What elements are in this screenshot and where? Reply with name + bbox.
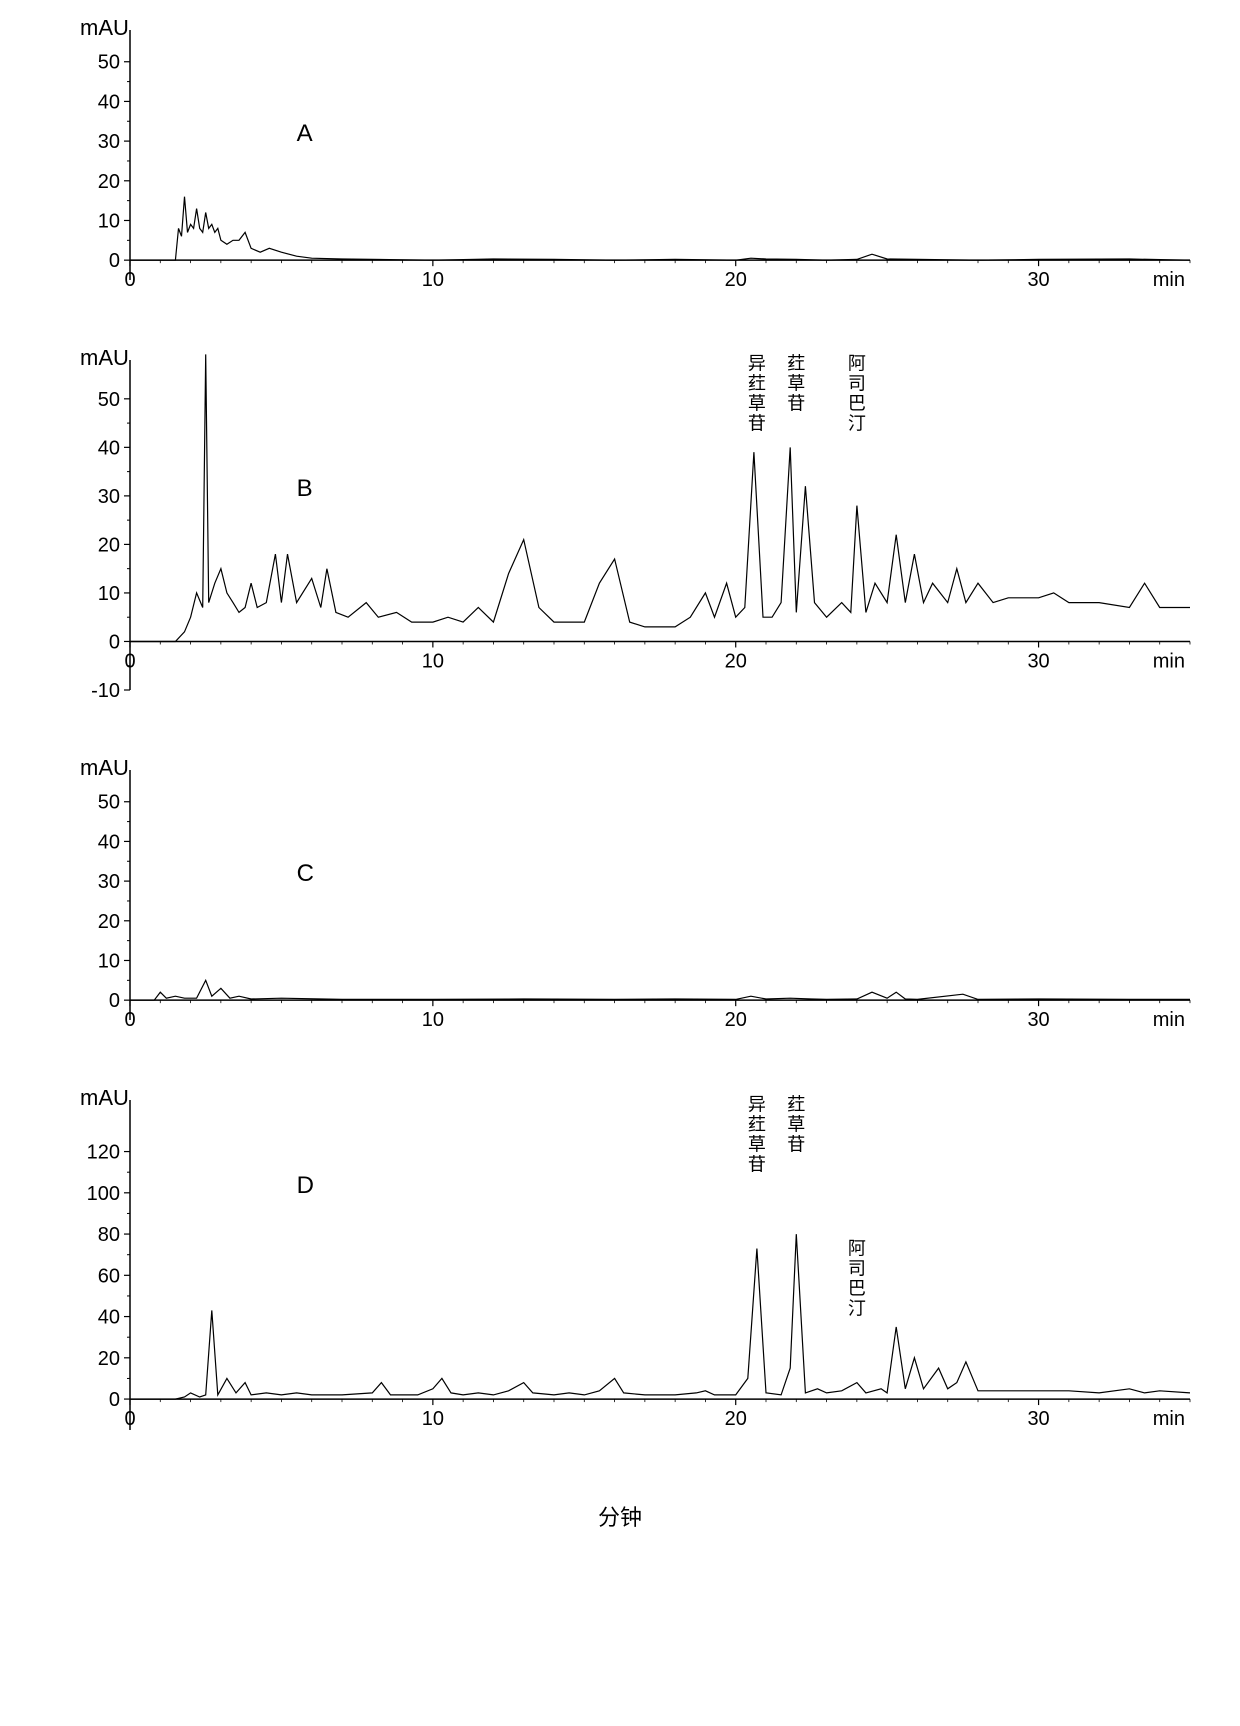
- svg-text:min: min: [1153, 269, 1185, 291]
- svg-text:120: 120: [87, 1142, 120, 1164]
- chart-panel-C: mAU 0 10 20 30 40 50 0 10 20 30 min C: [20, 760, 1220, 1060]
- chromatogram-figure: mAU010203040500102030minAmAU-10010203040…: [20, 20, 1220, 1470]
- svg-text:20: 20: [98, 1348, 120, 1370]
- svg-text:30: 30: [1027, 269, 1049, 291]
- svg-text:0: 0: [124, 650, 135, 672]
- svg-text:苷: 苷: [748, 414, 766, 434]
- svg-text:阿: 阿: [848, 1239, 866, 1259]
- svg-text:10: 10: [98, 950, 120, 972]
- chart-panel-A: mAU 0 10 20 30 40 50 0 10 20 30 min A: [20, 20, 1220, 320]
- svg-text:D: D: [297, 1172, 314, 1199]
- svg-text:0: 0: [124, 269, 135, 291]
- svg-text:司: 司: [848, 1259, 866, 1279]
- chart-panel-D: mAU0204060801001200102030minD异荭草苷荭草苷阿司巴汀: [20, 1090, 1220, 1470]
- x-axis-label-global: 分钟: [20, 1500, 1220, 1532]
- svg-text:mAU: mAU: [80, 760, 129, 780]
- svg-text:苷: 苷: [787, 394, 805, 414]
- svg-text:40: 40: [98, 1307, 120, 1329]
- svg-text:20: 20: [98, 534, 120, 556]
- svg-text:B: B: [297, 475, 313, 502]
- svg-text:0: 0: [109, 250, 120, 272]
- svg-text:80: 80: [98, 1224, 120, 1246]
- svg-text:20: 20: [725, 1408, 747, 1430]
- svg-text:0: 0: [124, 1408, 135, 1430]
- svg-text:20: 20: [725, 269, 747, 291]
- svg-text:60: 60: [98, 1265, 120, 1287]
- svg-text:10: 10: [422, 269, 444, 291]
- svg-text:mAU: mAU: [80, 20, 129, 40]
- svg-text:巴: 巴: [848, 1279, 866, 1299]
- svg-text:30: 30: [1027, 650, 1049, 672]
- svg-text:10: 10: [422, 1009, 444, 1031]
- svg-text:荭: 荭: [787, 354, 805, 374]
- svg-text:10: 10: [422, 650, 444, 672]
- svg-text:苷: 苷: [787, 1134, 805, 1154]
- svg-text:100: 100: [87, 1183, 120, 1205]
- svg-text:20: 20: [725, 1009, 747, 1031]
- svg-text:草: 草: [787, 374, 805, 394]
- svg-text:40: 40: [98, 91, 120, 113]
- svg-text:50: 50: [98, 389, 120, 411]
- svg-text:40: 40: [98, 831, 120, 853]
- svg-text:荭: 荭: [748, 1114, 766, 1134]
- svg-text:30: 30: [98, 131, 120, 153]
- svg-text:50: 50: [98, 52, 120, 74]
- svg-text:20: 20: [98, 171, 120, 193]
- svg-text:30: 30: [1027, 1009, 1049, 1031]
- svg-text:mAU: mAU: [80, 1090, 129, 1110]
- svg-text:mAU: mAU: [80, 350, 129, 370]
- svg-text:司: 司: [848, 374, 866, 394]
- svg-text:草: 草: [748, 394, 766, 414]
- svg-text:min: min: [1153, 650, 1185, 672]
- svg-text:30: 30: [98, 486, 120, 508]
- svg-text:异: 异: [748, 354, 766, 374]
- svg-text:10: 10: [98, 583, 120, 605]
- svg-text:0: 0: [109, 1389, 120, 1411]
- svg-text:-10: -10: [91, 680, 120, 702]
- svg-text:50: 50: [98, 792, 120, 814]
- svg-text:汀: 汀: [848, 1299, 866, 1319]
- svg-text:0: 0: [109, 631, 120, 653]
- svg-text:异: 异: [748, 1094, 766, 1114]
- svg-text:40: 40: [98, 437, 120, 459]
- svg-text:A: A: [297, 120, 313, 147]
- svg-text:苷: 苷: [748, 1154, 766, 1174]
- svg-text:10: 10: [422, 1408, 444, 1430]
- svg-text:30: 30: [1027, 1408, 1049, 1430]
- svg-text:阿: 阿: [848, 354, 866, 374]
- svg-text:10: 10: [98, 210, 120, 232]
- svg-text:min: min: [1153, 1009, 1185, 1031]
- svg-text:min: min: [1153, 1408, 1185, 1430]
- svg-text:草: 草: [787, 1114, 805, 1134]
- chart-panel-B: mAU-10010203040500102030minB异荭草苷荭草苷阿司巴汀: [20, 350, 1220, 730]
- svg-text:20: 20: [725, 650, 747, 672]
- svg-text:0: 0: [109, 990, 120, 1012]
- svg-text:20: 20: [98, 911, 120, 933]
- svg-text:巴: 巴: [848, 394, 866, 414]
- svg-text:汀: 汀: [848, 414, 866, 434]
- svg-text:荭: 荭: [748, 374, 766, 394]
- svg-text:荭: 荭: [787, 1094, 805, 1114]
- svg-text:30: 30: [98, 871, 120, 893]
- svg-text:草: 草: [748, 1134, 766, 1154]
- svg-text:C: C: [297, 860, 314, 887]
- svg-text:0: 0: [124, 1009, 135, 1031]
